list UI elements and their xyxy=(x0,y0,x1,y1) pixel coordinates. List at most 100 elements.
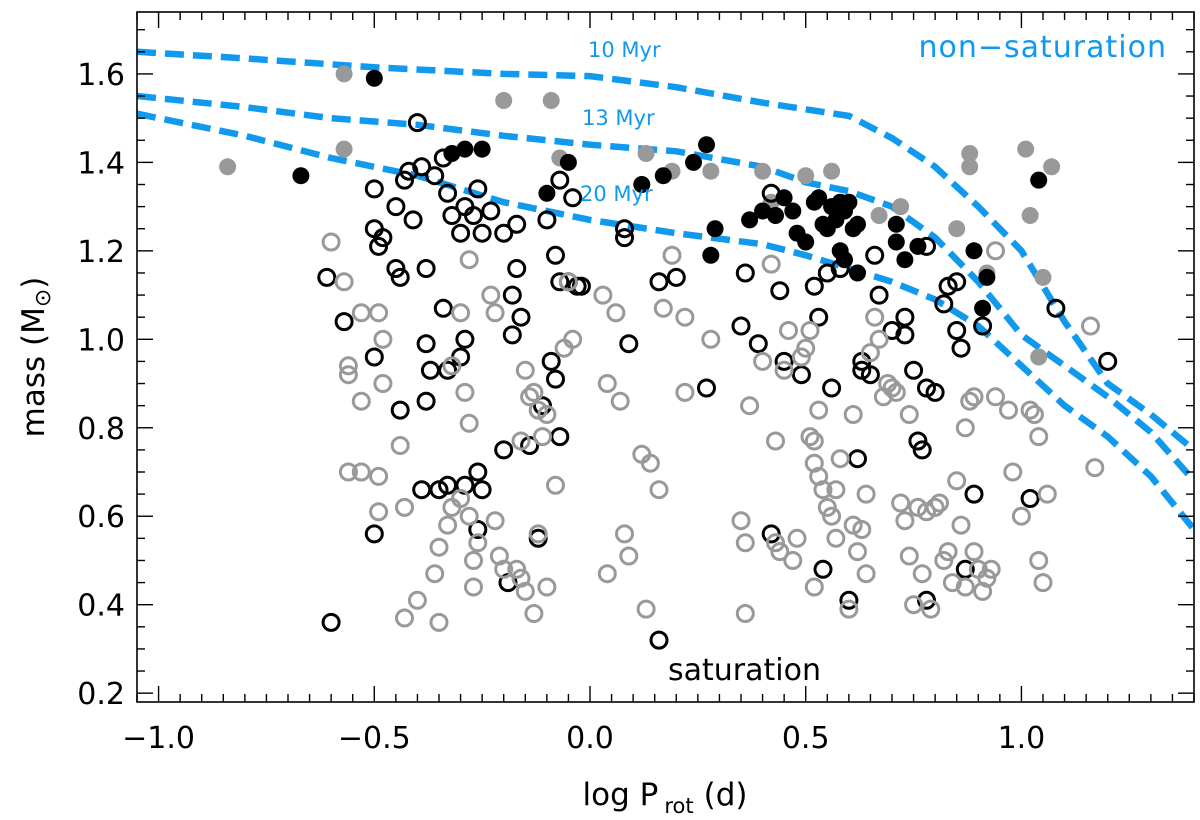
y-axis-title-close: ) xyxy=(16,277,52,289)
data-point-s2-13 xyxy=(412,157,432,177)
data-point-s3-101 xyxy=(848,542,867,562)
data-point-s3-98 xyxy=(839,599,859,619)
data-point-s3-104 xyxy=(856,484,876,504)
data-point-s2-87 xyxy=(865,245,885,265)
data-point-s2-79 xyxy=(804,276,824,296)
data-point-s3-77 xyxy=(766,533,785,553)
data-point-s3-12 xyxy=(369,466,389,486)
data-point-s3-38 xyxy=(455,382,475,402)
data-point-s3-34 xyxy=(537,577,557,597)
data-point-s2-17 xyxy=(433,148,453,168)
data-point-s3-41 xyxy=(459,250,479,270)
data-point-s2-105 xyxy=(1020,489,1040,508)
data-point-s2-86 xyxy=(860,365,880,385)
data-point-s2-104 xyxy=(964,484,984,504)
data-point-s2-4 xyxy=(369,236,389,256)
annotation-non-saturation: non−saturation xyxy=(919,30,1168,65)
data-point-s2-80 xyxy=(809,307,829,327)
data-point-s2-1 xyxy=(334,312,354,332)
x-tick-label-0: −1.0 xyxy=(122,721,195,756)
data-point-s1-1 xyxy=(292,167,310,185)
data-point-s3-2 xyxy=(338,356,358,376)
data-point-s3-81 xyxy=(783,551,803,570)
data-point-s2-43 xyxy=(390,400,410,420)
data-point-s2-29 xyxy=(511,307,531,327)
annotation-saturation: saturation xyxy=(668,653,821,688)
data-point-s3-149 xyxy=(1085,458,1105,478)
data-point-s3-9 xyxy=(390,436,410,455)
data-point-s2-45 xyxy=(420,360,440,380)
data-point-s2-38 xyxy=(615,219,634,239)
data-point-s3-93 xyxy=(822,506,842,526)
y-tick-label-6: 1.4 xyxy=(77,146,125,181)
data-point-s3-50 xyxy=(537,405,557,424)
data-point-s2-14 xyxy=(416,259,436,278)
data-point-s2-16 xyxy=(425,166,445,186)
data-point-s2-48 xyxy=(455,329,475,349)
data-point-s2-0 xyxy=(317,267,337,287)
data-point-s3-37 xyxy=(459,413,479,433)
data-point-s3-89 xyxy=(804,431,824,451)
data-point-s3-97 xyxy=(830,449,850,469)
x-tick-label-3: 0.5 xyxy=(782,721,830,756)
data-point-s2-9 xyxy=(395,170,414,190)
data-point-s2-23 xyxy=(468,179,488,199)
data-point-s2-111 xyxy=(848,449,867,469)
x-tick-label-4: 1.0 xyxy=(998,721,1046,756)
data-point-s2-92 xyxy=(904,360,924,380)
data-point-s3-141 xyxy=(1011,506,1031,526)
data-point-s2-2 xyxy=(364,179,384,199)
data-point-s3-7 xyxy=(373,329,393,349)
data-point-s3-107 xyxy=(869,329,889,349)
data-point-s3-5 xyxy=(351,303,371,323)
data-point-s2-7 xyxy=(386,259,406,278)
data-point-s3-30 xyxy=(507,559,527,579)
data-point-s3-128 xyxy=(955,577,975,597)
data-point-s2-34 xyxy=(550,272,570,292)
data-point-s3-53 xyxy=(558,272,578,292)
data-point-s3-74 xyxy=(753,351,773,371)
data-point-s3-29 xyxy=(494,559,514,579)
data-point-s3-17 xyxy=(429,612,449,632)
data-point-s3-118 xyxy=(912,564,932,584)
data-point-s2-28 xyxy=(507,259,527,278)
data-point-s3-88 xyxy=(809,400,829,420)
annotation-13-myr: 13 Myr xyxy=(582,106,655,130)
data-point-s1-19 xyxy=(797,233,815,251)
data-point-s3-22 xyxy=(451,489,471,508)
data-point-s2-67 xyxy=(364,524,384,544)
data-point-s1-12 xyxy=(702,246,720,264)
data-point-s1-33 xyxy=(849,264,866,282)
data-point-s2-50 xyxy=(502,325,522,345)
data-point-s3-148 xyxy=(1081,316,1100,336)
data-point-s3-80 xyxy=(779,321,798,340)
data-point-s2-30 xyxy=(537,210,557,230)
data-point-s3-0 xyxy=(321,232,341,252)
data-point-s3-70 xyxy=(731,511,751,531)
data-point-s0-16 xyxy=(961,145,979,162)
data-point-s3-140 xyxy=(1003,462,1023,482)
data-point-s3-60 xyxy=(597,564,617,584)
data-point-s0-6 xyxy=(637,145,655,162)
data-point-s1-32 xyxy=(836,251,853,269)
data-point-s2-20 xyxy=(451,223,471,243)
data-point-s2-110 xyxy=(839,590,859,610)
data-point-s2-66 xyxy=(468,520,488,539)
data-point-s1-15 xyxy=(767,207,784,224)
data-point-s2-24 xyxy=(472,223,492,243)
data-point-s3-116 xyxy=(899,405,919,424)
data-point-s3-111 xyxy=(886,382,906,402)
data-point-s3-68 xyxy=(675,382,695,402)
data-point-s2-54 xyxy=(533,396,552,416)
data-point-s2-65 xyxy=(472,480,492,500)
data-point-s2-26 xyxy=(494,223,514,243)
data-point-s2-101 xyxy=(973,316,993,336)
data-point-s3-15 xyxy=(395,608,414,628)
data-point-s1-21 xyxy=(810,189,828,207)
y-tick-label-3: 0.8 xyxy=(77,412,125,447)
data-point-s2-64 xyxy=(468,462,488,482)
data-point-s2-22 xyxy=(464,206,483,225)
data-point-s3-121 xyxy=(925,497,945,517)
data-point-s2-90 xyxy=(895,307,915,327)
data-point-s2-58 xyxy=(619,334,639,354)
